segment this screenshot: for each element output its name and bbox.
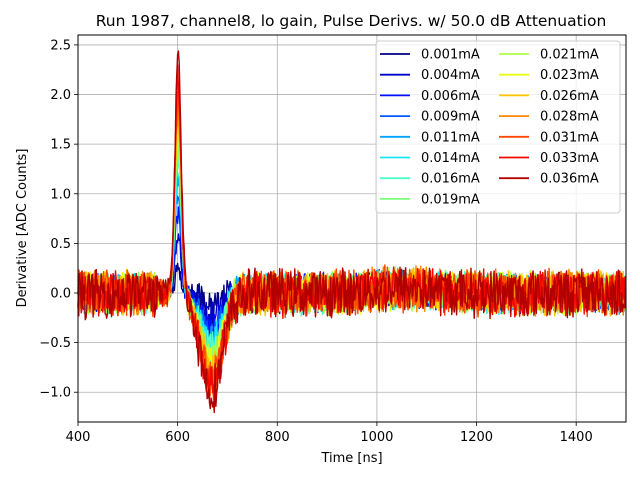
legend-label: 0.001mA xyxy=(421,48,480,63)
legend-label: 0.021mA xyxy=(540,48,599,63)
y-tick-label: −1.0 xyxy=(39,386,71,401)
ticks: 400 600 800 1000 1200 1400 −1.0 −0.5 0.0 0.5 1.0 1.… xyxy=(39,38,592,445)
series-layer xyxy=(77,50,627,414)
legend-label: 0.014mA xyxy=(421,151,480,166)
x-tick-label: 800 xyxy=(265,430,290,445)
legend-label: 0.016mA xyxy=(421,172,480,187)
series-line-0.036mA xyxy=(77,50,627,414)
x-axis-title: Time [ns] xyxy=(320,451,382,466)
legend-label: 0.023mA xyxy=(540,68,599,83)
legend: 0.001mA 0.004mA 0.006mA 0.009mA 0.011mA 0.014… xyxy=(375,40,621,214)
legend-label: 0.019mA xyxy=(421,192,480,207)
legend-label: 0.031mA xyxy=(540,130,599,145)
y-tick-label: 2.0 xyxy=(50,88,71,103)
legend-label: 0.033mA xyxy=(540,151,599,166)
x-tick-label: 1200 xyxy=(460,430,493,445)
y-tick-label: 2.5 xyxy=(50,38,71,53)
legend-label: 0.011mA xyxy=(421,130,480,145)
y-tick-label: 0.0 xyxy=(50,287,71,302)
y-axis-title: Derivative [ADC Counts] xyxy=(15,149,30,308)
chart-title: Run 1987, channel8, lo gain, Pulse Deriv… xyxy=(96,12,607,30)
legend-box xyxy=(375,40,621,214)
y-tick-label: 0.5 xyxy=(50,237,71,252)
legend-label: 0.009mA xyxy=(421,110,480,125)
x-tick-label: 1400 xyxy=(560,430,593,445)
x-tick-label: 600 xyxy=(165,430,190,445)
x-tick-label: 400 xyxy=(66,430,91,445)
legend-label: 0.026mA xyxy=(540,89,599,104)
legend-label: 0.036mA xyxy=(540,172,599,187)
legend-label: 0.004mA xyxy=(421,68,480,83)
legend-label: 0.006mA xyxy=(421,89,480,104)
y-tick-label: −0.5 xyxy=(39,336,71,351)
x-tick-label: 1000 xyxy=(360,430,393,445)
plot-frame xyxy=(77,34,627,423)
y-tick-label: 1.5 xyxy=(50,138,71,153)
y-tick-label: 1.0 xyxy=(50,187,71,202)
legend-label: 0.028mA xyxy=(540,110,599,125)
